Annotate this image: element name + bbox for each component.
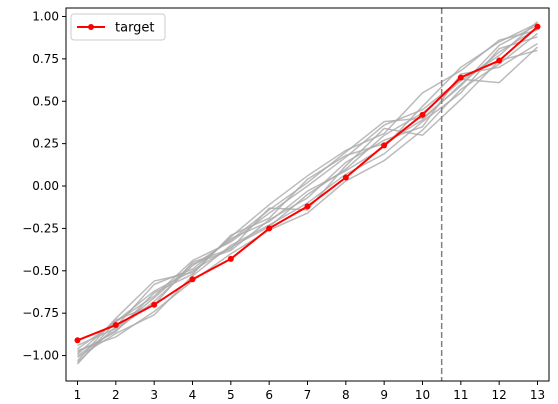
- x-tick-label: 2: [112, 388, 120, 402]
- y-tick-label: 0.75: [32, 52, 59, 66]
- target-point-5: [227, 255, 234, 262]
- y-tick-label: −1.00: [22, 349, 59, 363]
- target-point-6: [266, 225, 273, 232]
- x-tick-label: 9: [380, 388, 388, 402]
- target-point-13: [534, 23, 541, 30]
- x-tick-label: 12: [492, 388, 507, 402]
- target-point-9: [381, 142, 388, 149]
- x-tick-label: 4: [189, 388, 197, 402]
- x-tick-label: 1: [74, 388, 82, 402]
- target-point-2: [112, 322, 119, 329]
- target-series-group: [74, 23, 541, 344]
- sample-line-2: [77, 24, 538, 357]
- sample-line-3: [77, 32, 538, 352]
- x-tick-label: 11: [453, 388, 468, 402]
- x-tick-label: 3: [150, 388, 158, 402]
- x-tick-label: 13: [530, 388, 545, 402]
- y-tick-label: 1.00: [32, 9, 59, 23]
- legend-swatch-marker: [88, 24, 94, 30]
- legend: target: [70, 13, 166, 41]
- sample-line-4: [76, 29, 538, 362]
- target-point-11: [457, 74, 464, 81]
- x-tick-label: 5: [227, 388, 235, 402]
- legend-label: target: [115, 21, 155, 36]
- target-point-4: [189, 276, 196, 283]
- x-tick-label: 6: [265, 388, 273, 402]
- sample-line-1: [76, 21, 538, 365]
- target-point-1: [74, 337, 81, 344]
- y-tick-label: 0.00: [32, 179, 59, 193]
- target-point-10: [419, 111, 426, 118]
- target-point-7: [304, 203, 311, 210]
- x-tick-label: 8: [342, 388, 350, 402]
- y-tick-label: −0.75: [22, 306, 59, 320]
- x-tick-label: 10: [415, 388, 430, 402]
- target-point-3: [151, 301, 158, 308]
- y-tick-label: −0.25: [22, 221, 59, 235]
- y-tick-label: 0.25: [32, 137, 59, 151]
- x-tick-label: 7: [304, 388, 312, 402]
- x-axis: 1 2 3 4 5 6 7 8 9 10 11 12 13: [74, 381, 545, 402]
- sample-line-10: [77, 27, 538, 353]
- sample-line-8: [76, 22, 538, 363]
- y-tick-label: −0.50: [22, 264, 59, 278]
- sample-line-5: [77, 42, 538, 347]
- y-axis: 1.00 0.75 0.50 0.25 0.00 −0.25 −0.50 −0.75 −1.00: [22, 9, 66, 363]
- sample-line-6: [77, 36, 538, 358]
- target-point-8: [342, 174, 349, 181]
- target-point-12: [496, 57, 503, 64]
- legend-box: [70, 13, 166, 41]
- y-tick-label: 0.50: [32, 94, 59, 108]
